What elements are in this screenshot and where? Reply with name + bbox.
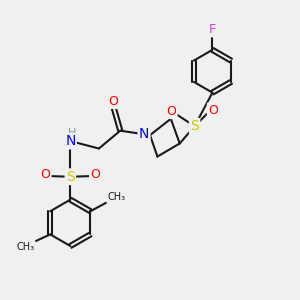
Text: O: O — [208, 104, 218, 117]
Text: O: O — [167, 105, 176, 118]
Text: CH₃: CH₃ — [17, 242, 35, 252]
Text: O: O — [108, 95, 118, 108]
Text: H: H — [68, 128, 76, 138]
Text: N: N — [65, 134, 76, 148]
Text: CH₃: CH₃ — [107, 192, 125, 202]
Text: N: N — [139, 127, 149, 141]
Text: S: S — [190, 119, 199, 133]
Text: O: O — [90, 168, 100, 181]
Text: S: S — [66, 170, 75, 184]
Text: O: O — [40, 168, 50, 181]
Text: F: F — [209, 23, 216, 36]
